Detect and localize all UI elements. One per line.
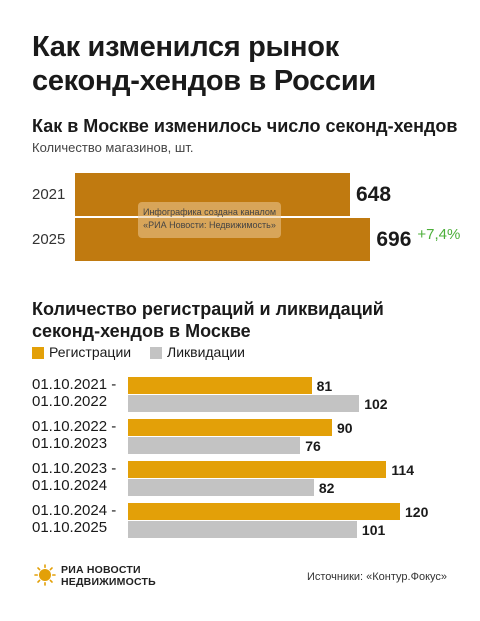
chart2-value-label: 114 bbox=[391, 462, 414, 478]
chart2-value-label: 81 bbox=[316, 378, 333, 394]
chart2-category-label: 01.10.2024 -01.10.2025 bbox=[32, 502, 116, 536]
chart2-legend-label: Ликвидации bbox=[167, 344, 246, 360]
chart2-bar-liquidations bbox=[128, 521, 357, 538]
chart2-bar-registrations bbox=[128, 377, 312, 394]
chart2-category-label: 01.10.2021 -01.10.2022 bbox=[32, 376, 116, 410]
chart2-category-label-line: 01.10.2023 - bbox=[32, 460, 117, 477]
page-title: Как изменился рынок секонд-хендов в Росс… bbox=[32, 30, 452, 98]
chart2-category-label-line: 01.10.2021 - bbox=[32, 376, 117, 393]
chart1-value-label: 648 bbox=[356, 183, 392, 206]
ria-logo-text: РИА НОВОСТИ НЕДВИЖИМОСТЬ bbox=[61, 564, 156, 588]
watermark: Инфографика создана каналом «РИА Новости… bbox=[138, 202, 281, 238]
chart2-category-label-line: 01.10.2022 bbox=[32, 393, 108, 410]
chart1-title: Как в Москве изменилось число секонд-хен… bbox=[32, 116, 458, 136]
watermark-line2: «РИА Новости: Недвижимость» bbox=[143, 220, 276, 230]
watermark-line1: Инфографика создана каналом bbox=[142, 207, 277, 217]
chart2-value-label: 82 bbox=[318, 480, 335, 496]
chart2-category-label-line: 01.10.2022 - bbox=[32, 418, 117, 435]
chart2-bar-registrations bbox=[128, 503, 400, 520]
chart2-bar-liquidations bbox=[128, 437, 301, 454]
chart2-category-label-line: 01.10.2025 bbox=[32, 519, 108, 536]
chart2-value-label: 120 bbox=[405, 504, 429, 520]
chart1-category-label: 2021 bbox=[32, 186, 66, 203]
chart1-value-label: 696 bbox=[376, 228, 412, 251]
page-title-line2: секонд-хендов в России bbox=[32, 65, 376, 97]
chart1-category-label: 2025 bbox=[32, 231, 66, 248]
chart2-bar-liquidations bbox=[128, 479, 314, 496]
chart2-bar-liquidations bbox=[128, 395, 360, 412]
chart2-category-label-line: 01.10.2024 - bbox=[32, 502, 117, 519]
chart2-bar-registrations bbox=[128, 419, 332, 436]
chart2-value-label: 76 bbox=[305, 438, 321, 454]
chart2-value-label: 101 bbox=[361, 522, 386, 538]
chart2-category-label-line: 01.10.2023 bbox=[32, 435, 108, 452]
page-title-line1: Как изменился рынок bbox=[32, 31, 339, 63]
chart2-category-label: 01.10.2022 -01.10.2023 bbox=[32, 418, 116, 452]
source-note: Источники: «Контур.Фокус» bbox=[306, 571, 447, 583]
ria-sun-icon bbox=[34, 564, 56, 586]
ria-logo-line2: НЕДВИЖИМОСТЬ bbox=[61, 576, 156, 588]
chart2-bar-registrations bbox=[128, 461, 387, 478]
ria-logo-line1: РИА НОВОСТИ bbox=[61, 564, 141, 576]
chart2-value-label: 102 bbox=[364, 396, 388, 412]
chart2-category-label-line: 01.10.2024 bbox=[32, 477, 108, 494]
chart1-subtitle: Количество магазинов, шт. bbox=[32, 140, 194, 155]
chart2-category-label: 01.10.2023 -01.10.2024 bbox=[32, 460, 116, 494]
chart2-legend-label: Регистрации bbox=[49, 344, 132, 360]
chart2-value-label: 90 bbox=[337, 420, 353, 436]
chart2-title: Количество регистраций и ликвидаций секо… bbox=[32, 299, 384, 341]
chart2-legend-swatch bbox=[150, 347, 162, 359]
chart1-change-annotation: +7,4% bbox=[417, 226, 461, 243]
chart2-legend-swatch bbox=[32, 347, 44, 359]
